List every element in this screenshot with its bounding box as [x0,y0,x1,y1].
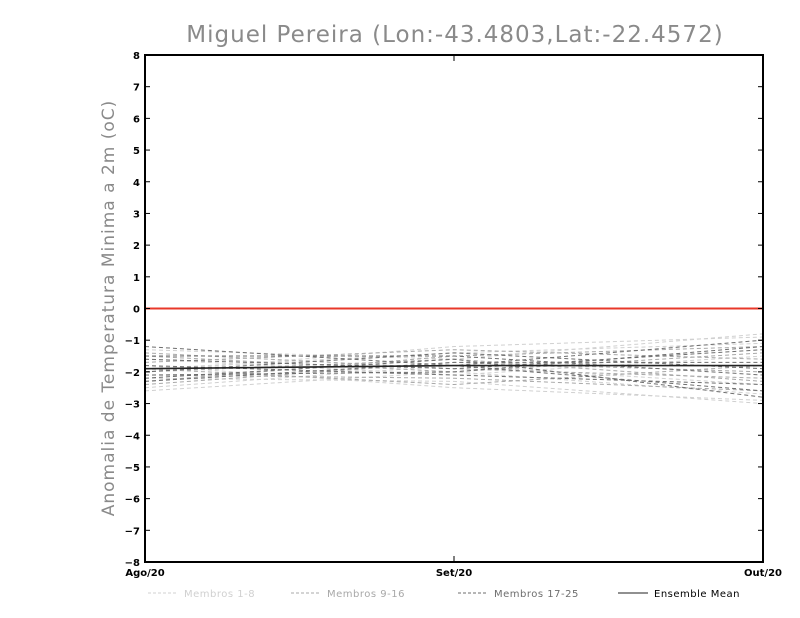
legend-label: Membros 17-25 [494,589,579,600]
x-tick-label: Ago/20 [125,568,164,579]
legend-label: Ensemble Mean [654,589,740,600]
member-line [144,365,764,401]
member-line [144,361,763,382]
y-axis-label: Anomalia de Temperatura Minima a 2m (oC) [99,100,119,517]
member-line [144,346,764,376]
legend: Membros 1-8 Membros 9-16 Membros 17-25 Ense… [148,589,740,600]
y-tick-label: −2 [125,368,140,379]
ensemble-mean-line [144,364,763,370]
x-tick-label: Out/20 [744,568,782,579]
member-line [145,355,764,376]
y-tick-label: −1 [125,336,140,347]
y-tick-label: −4 [125,431,140,442]
legend-label: Membros 9-16 [327,589,405,600]
chart-title: Miguel Pereira (Lon:-43.4803,Lat:-22.457… [186,22,723,48]
y-tick-label: −7 [125,526,140,537]
member-line [144,349,764,370]
member-line [144,365,764,386]
y-tick-label: 8 [133,51,140,62]
member-line [144,352,764,373]
y-tick-label: 5 [133,146,140,157]
y-tick-label: −5 [125,463,140,474]
x-tick-label: Set/20 [436,568,472,579]
y-tick-label: 1 [133,273,140,284]
y-tick-label: 0 [133,305,140,316]
y-tick-label: 3 [133,209,140,220]
y-tick-label: 7 [133,83,140,94]
member-line [144,377,764,405]
member-line [144,365,764,386]
member-line [144,374,764,392]
y-tick-label: 6 [133,114,140,125]
member-line [144,349,764,363]
y-tick-label: 4 [133,178,140,189]
y-tick-label: −3 [125,400,140,411]
y-tick-label: −6 [125,495,140,506]
axis-ticks: −8 −7 −6 −5 −4 −3 −2 −1 0 1 2 3 4 5 6 7 8 Ago/20 Set/20 Out… [125,51,782,579]
member-line [144,336,764,373]
legend-label: Membros 1-8 [184,589,255,600]
member-line [144,358,764,398]
y-tick-label: 2 [133,241,140,252]
series-lines [144,333,764,405]
y-tick-label: −8 [125,558,140,569]
